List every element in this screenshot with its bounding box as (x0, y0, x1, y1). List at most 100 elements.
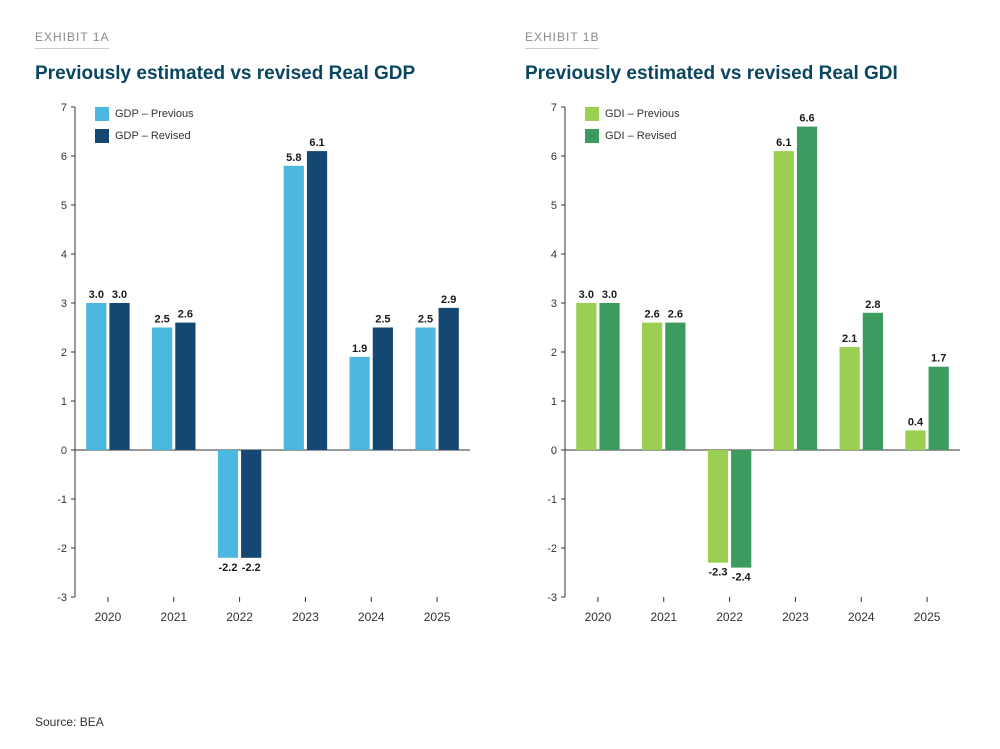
svg-text:2023: 2023 (782, 610, 809, 624)
svg-text:-2.3: -2.3 (708, 567, 727, 579)
svg-text:2025: 2025 (914, 610, 941, 624)
svg-text:2.9: 2.9 (441, 294, 456, 306)
bar (797, 127, 817, 450)
source-label: Source: BEA (35, 715, 965, 729)
svg-text:4: 4 (551, 249, 557, 261)
bar (599, 303, 619, 450)
svg-text:0: 0 (551, 445, 557, 457)
svg-text:2.5: 2.5 (418, 314, 433, 326)
svg-text:2025: 2025 (424, 610, 451, 624)
legend: GDP – Previous GDP – Revised (95, 107, 194, 151)
svg-text:2022: 2022 (716, 610, 743, 624)
svg-text:7: 7 (551, 102, 557, 114)
bar (86, 303, 106, 450)
bar (774, 151, 794, 450)
svg-text:2024: 2024 (848, 610, 875, 624)
bar (665, 323, 685, 450)
legend-item: GDP – Previous (95, 107, 194, 121)
legend: GDI – Previous GDI – Revised (585, 107, 680, 151)
svg-text:5: 5 (551, 200, 557, 212)
exhibit-label: EXHIBIT 1B (525, 30, 599, 49)
bar (152, 328, 172, 451)
svg-text:-1: -1 (547, 494, 557, 506)
svg-text:2.8: 2.8 (865, 299, 880, 311)
svg-text:6.1: 6.1 (776, 137, 791, 149)
svg-text:0: 0 (61, 445, 67, 457)
svg-text:1: 1 (551, 396, 557, 408)
bar (905, 430, 925, 450)
svg-text:6: 6 (551, 151, 557, 163)
chart-svg-gdp: -3-2-10123456720203.03.020212.52.62022-2… (35, 97, 475, 690)
svg-text:1: 1 (61, 396, 67, 408)
svg-text:2021: 2021 (160, 610, 187, 624)
bar (175, 323, 195, 450)
svg-text:-2.2: -2.2 (242, 562, 261, 574)
svg-text:0.4: 0.4 (908, 416, 924, 428)
svg-text:3.0: 3.0 (579, 289, 594, 301)
svg-text:6.1: 6.1 (309, 137, 324, 149)
chart-svg-gdi: -3-2-10123456720203.03.020212.62.62022-2… (525, 97, 965, 690)
legend-item: GDP – Revised (95, 129, 194, 143)
svg-text:-2.2: -2.2 (218, 562, 237, 574)
svg-text:2.6: 2.6 (644, 309, 659, 321)
legend-label: GDI – Revised (605, 130, 677, 142)
legend-label: GDP – Previous (115, 108, 194, 120)
bar (373, 328, 393, 451)
legend-item: GDI – Revised (585, 129, 680, 143)
svg-text:2: 2 (61, 347, 67, 359)
svg-text:7: 7 (61, 102, 67, 114)
bar (731, 450, 751, 568)
legend-label: GDI – Previous (605, 108, 680, 120)
bar (284, 166, 304, 450)
exhibit-label: EXHIBIT 1A (35, 30, 109, 49)
svg-text:3.0: 3.0 (602, 289, 617, 301)
chart-title: Previously estimated vs revised Real GDI (525, 63, 965, 85)
legend-swatch (95, 107, 109, 121)
bar (863, 313, 883, 450)
svg-text:1.9: 1.9 (352, 343, 367, 355)
svg-text:2022: 2022 (226, 610, 253, 624)
bar (350, 357, 370, 450)
svg-text:-2: -2 (547, 543, 557, 555)
svg-text:4: 4 (61, 249, 67, 261)
chart-panel-gdp: EXHIBIT 1A Previously estimated vs revis… (35, 30, 475, 690)
bar (439, 308, 459, 450)
svg-text:2020: 2020 (95, 610, 122, 624)
legend-item: GDI – Previous (585, 107, 680, 121)
svg-text:-3: -3 (57, 592, 67, 604)
svg-text:6: 6 (61, 151, 67, 163)
legend-swatch (585, 129, 599, 143)
chart-title: Previously estimated vs revised Real GDP (35, 63, 475, 85)
svg-text:1.7: 1.7 (931, 353, 946, 365)
legend-label: GDP – Revised (115, 130, 191, 142)
svg-text:6.6: 6.6 (799, 113, 814, 125)
chart-panel-gdi: EXHIBIT 1B Previously estimated vs revis… (525, 30, 965, 690)
bar (840, 347, 860, 450)
svg-text:2.6: 2.6 (668, 309, 683, 321)
page-container: EXHIBIT 1A Previously estimated vs revis… (0, 0, 1000, 749)
bar (307, 151, 327, 450)
svg-text:2021: 2021 (650, 610, 677, 624)
bar (576, 303, 596, 450)
bar (218, 450, 238, 558)
svg-text:2.6: 2.6 (178, 309, 193, 321)
bar (415, 328, 435, 451)
svg-text:-1: -1 (57, 494, 67, 506)
svg-text:3.0: 3.0 (89, 289, 104, 301)
svg-text:2.1: 2.1 (842, 333, 857, 345)
legend-swatch (95, 129, 109, 143)
bar (241, 450, 261, 558)
svg-text:2023: 2023 (292, 610, 319, 624)
svg-text:2.5: 2.5 (375, 314, 390, 326)
svg-text:2.5: 2.5 (154, 314, 169, 326)
svg-text:5: 5 (61, 200, 67, 212)
svg-text:-3: -3 (547, 592, 557, 604)
svg-text:3.0: 3.0 (112, 289, 127, 301)
svg-text:-2.4: -2.4 (732, 572, 752, 584)
bar (929, 367, 949, 450)
legend-swatch (585, 107, 599, 121)
svg-text:2024: 2024 (358, 610, 385, 624)
charts-row: EXHIBIT 1A Previously estimated vs revis… (35, 30, 965, 690)
bar (642, 323, 662, 450)
svg-text:2020: 2020 (585, 610, 612, 624)
